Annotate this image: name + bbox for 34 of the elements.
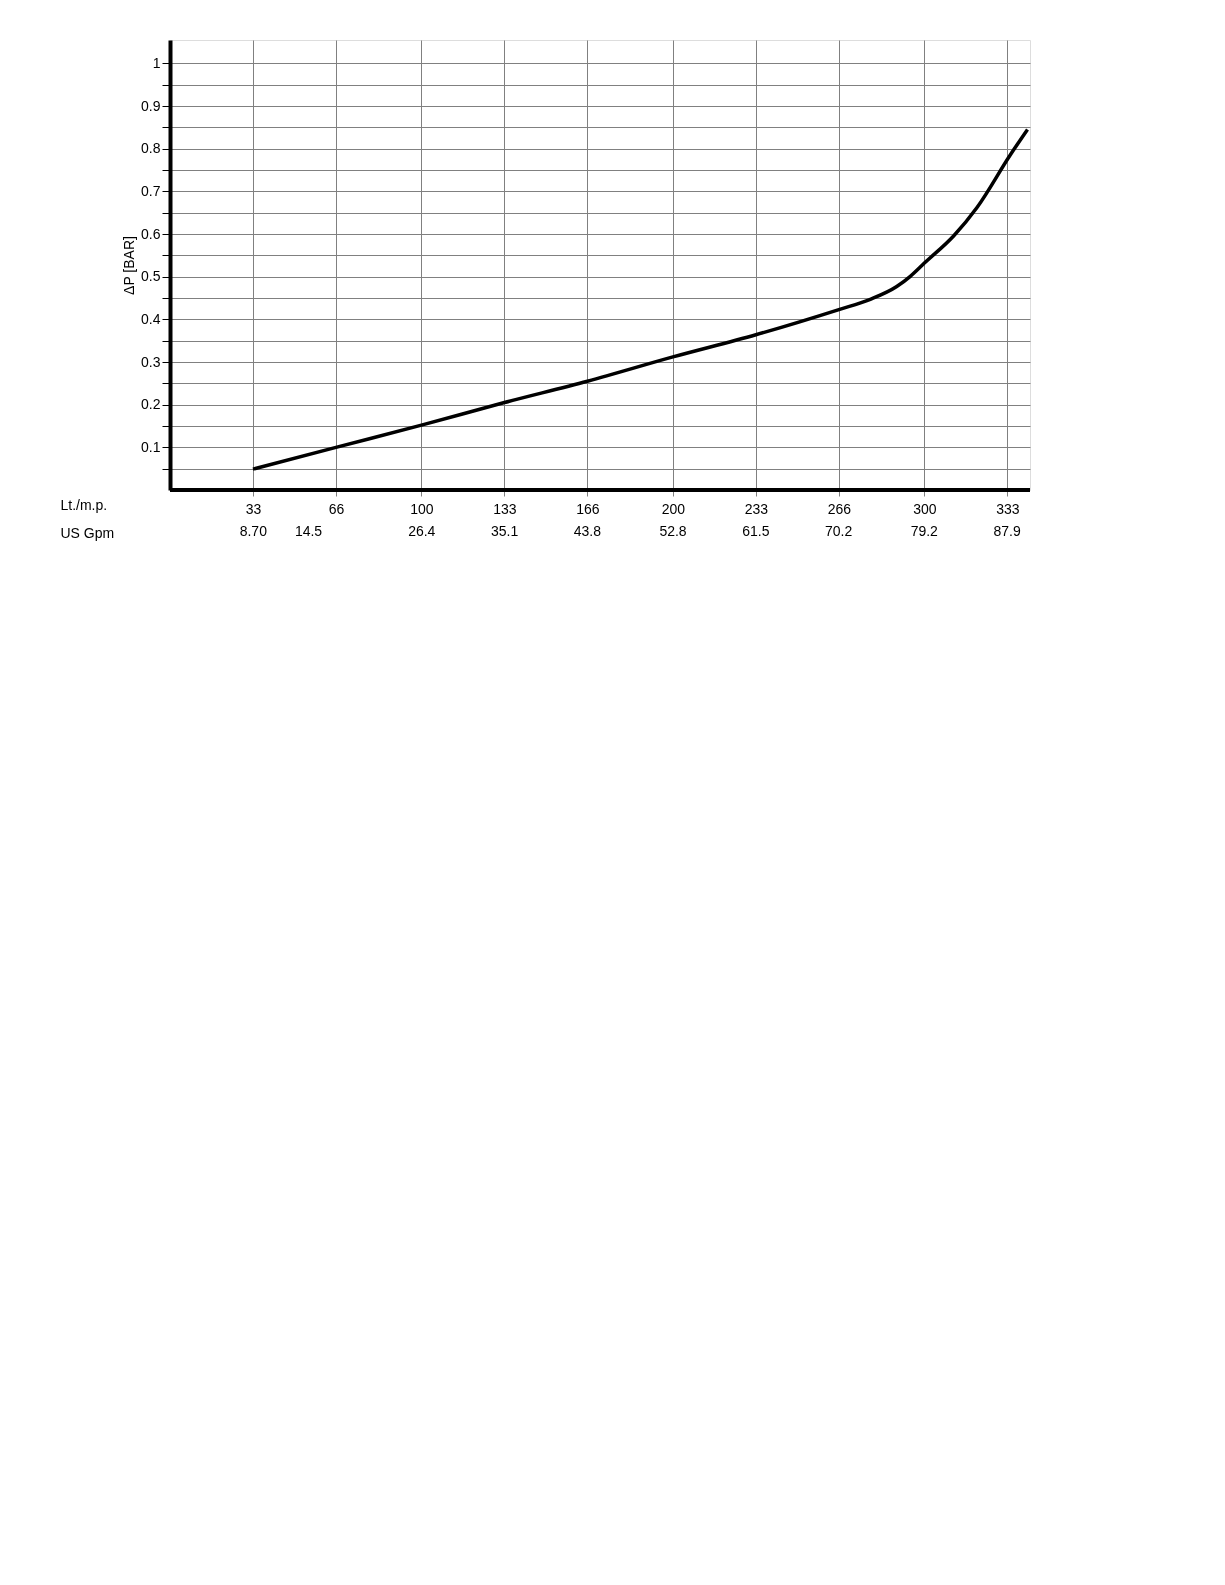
x2-tick-label: 87.9 xyxy=(993,522,1021,539)
x2-tick-label: 70.2 xyxy=(825,522,853,539)
x2-tick-label: 43.8 xyxy=(573,522,602,539)
x-axis-title: Lt./m.p. xyxy=(60,496,108,513)
y-tick-label: 0.8 xyxy=(141,140,161,157)
x-tick-label: 200 xyxy=(661,500,686,517)
y-tick-label: 0.6 xyxy=(141,225,161,242)
x2-tick-label: 61.5 xyxy=(742,522,770,539)
y-tick-label: 0.7 xyxy=(141,182,161,199)
x2-tick-label: 14.5 xyxy=(294,522,323,539)
y-tick-label: 0.9 xyxy=(141,97,161,114)
x2-tick-label: 35.1 xyxy=(490,522,519,539)
y-tick-label: 0.1 xyxy=(141,438,161,455)
x-tick-label: 333 xyxy=(996,500,1020,517)
x-tick-label: 100 xyxy=(410,500,434,517)
y-tick-label: 0.5 xyxy=(141,268,161,285)
x-tick-label: 266 xyxy=(827,500,852,517)
y-axis-title: ΔP [BAR] xyxy=(121,236,138,295)
x-tick-label: 133 xyxy=(493,500,517,517)
x2-axis-title: US Gpm xyxy=(60,524,115,541)
x2-tick-label: 52.8 xyxy=(659,522,687,539)
y-tick-label: 0.4 xyxy=(141,310,161,327)
x-tick-label: 33 xyxy=(245,500,262,517)
line-series xyxy=(251,127,1030,471)
x-tick-label: 166 xyxy=(576,500,600,517)
x-tick-label: 233 xyxy=(744,500,769,517)
y-tick-label: 0.2 xyxy=(141,396,161,413)
x-tick-label: 66 xyxy=(328,500,345,517)
x-tick-label: 300 xyxy=(913,500,937,517)
y-tick-label: 0.3 xyxy=(141,353,161,370)
x2-tick-label: 26.4 xyxy=(408,522,436,539)
x2-tick-label: 8.70 xyxy=(239,522,268,539)
y-tick-label: 1 xyxy=(152,54,161,71)
x2-tick-label: 79.2 xyxy=(910,522,939,539)
